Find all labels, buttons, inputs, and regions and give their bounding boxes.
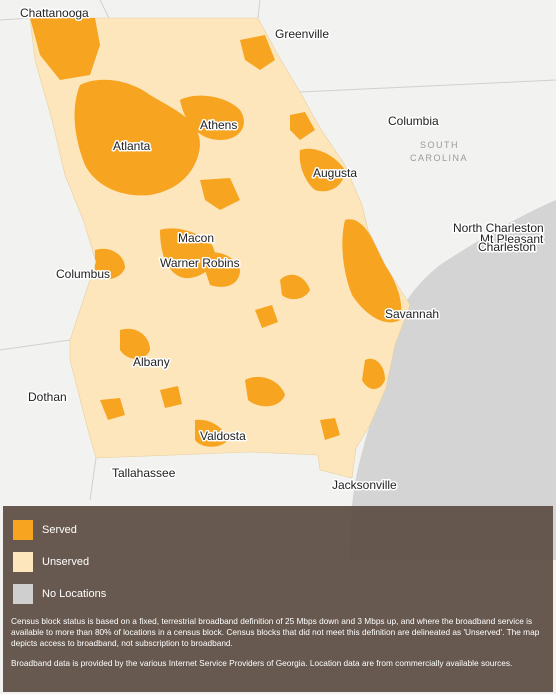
- legend-item-served: Served: [13, 520, 77, 540]
- city-label-greenville: Greenville: [275, 27, 329, 41]
- city-label-north-charleston: North Charleston: [453, 221, 544, 235]
- city-label-warner-robins: Warner Robins: [160, 256, 240, 270]
- city-label-jacksonville: Jacksonville: [332, 478, 397, 492]
- legend-label-served: Served: [42, 524, 77, 536]
- legend-label-no-locations: No Locations: [42, 588, 107, 600]
- city-label-athens: Athens: [200, 118, 237, 132]
- legend-panel: Served Unserved No Locations Census bloc…: [3, 506, 553, 692]
- city-label-chattanooga: Chattanooga: [20, 6, 89, 20]
- city-label-atlanta: Atlanta: [113, 139, 151, 153]
- city-label-valdosta: Valdosta: [200, 429, 246, 443]
- legend-label-unserved: Unserved: [42, 556, 90, 568]
- city-label-dothan: Dothan: [28, 390, 67, 404]
- state-label-line-1: SOUTH: [420, 140, 459, 150]
- served-swatch: [13, 520, 33, 540]
- city-label-macon: Macon: [178, 231, 214, 245]
- city-label-augusta: Augusta: [313, 166, 357, 180]
- city-label-albany: Albany: [133, 355, 170, 369]
- legend-note-definition: Census block status is based on a fixed,…: [11, 616, 540, 648]
- city-label-charleston: Charleston: [478, 240, 536, 254]
- city-label-tallahassee: Tallahassee: [112, 466, 176, 480]
- city-label-columbus: Columbus: [56, 267, 110, 281]
- city-label-columbia: Columbia: [388, 114, 439, 128]
- served-areas: [30, 18, 402, 447]
- ocean: [350, 200, 556, 560]
- state-label-line-2: CAROLINA: [410, 153, 468, 163]
- state-borders: [0, 0, 556, 501]
- city-label-mt-pleasant: Mt Pleasant: [480, 232, 544, 246]
- unserved-swatch: [13, 552, 33, 572]
- legend-note-sources: Broadband data is provided by the variou…: [11, 658, 513, 668]
- legend-item-unserved: Unserved: [13, 552, 89, 572]
- no-locations-swatch: [13, 584, 33, 604]
- city-label-savannah: Savannah: [385, 307, 439, 321]
- legend-item-no-locations: No Locations: [13, 584, 106, 604]
